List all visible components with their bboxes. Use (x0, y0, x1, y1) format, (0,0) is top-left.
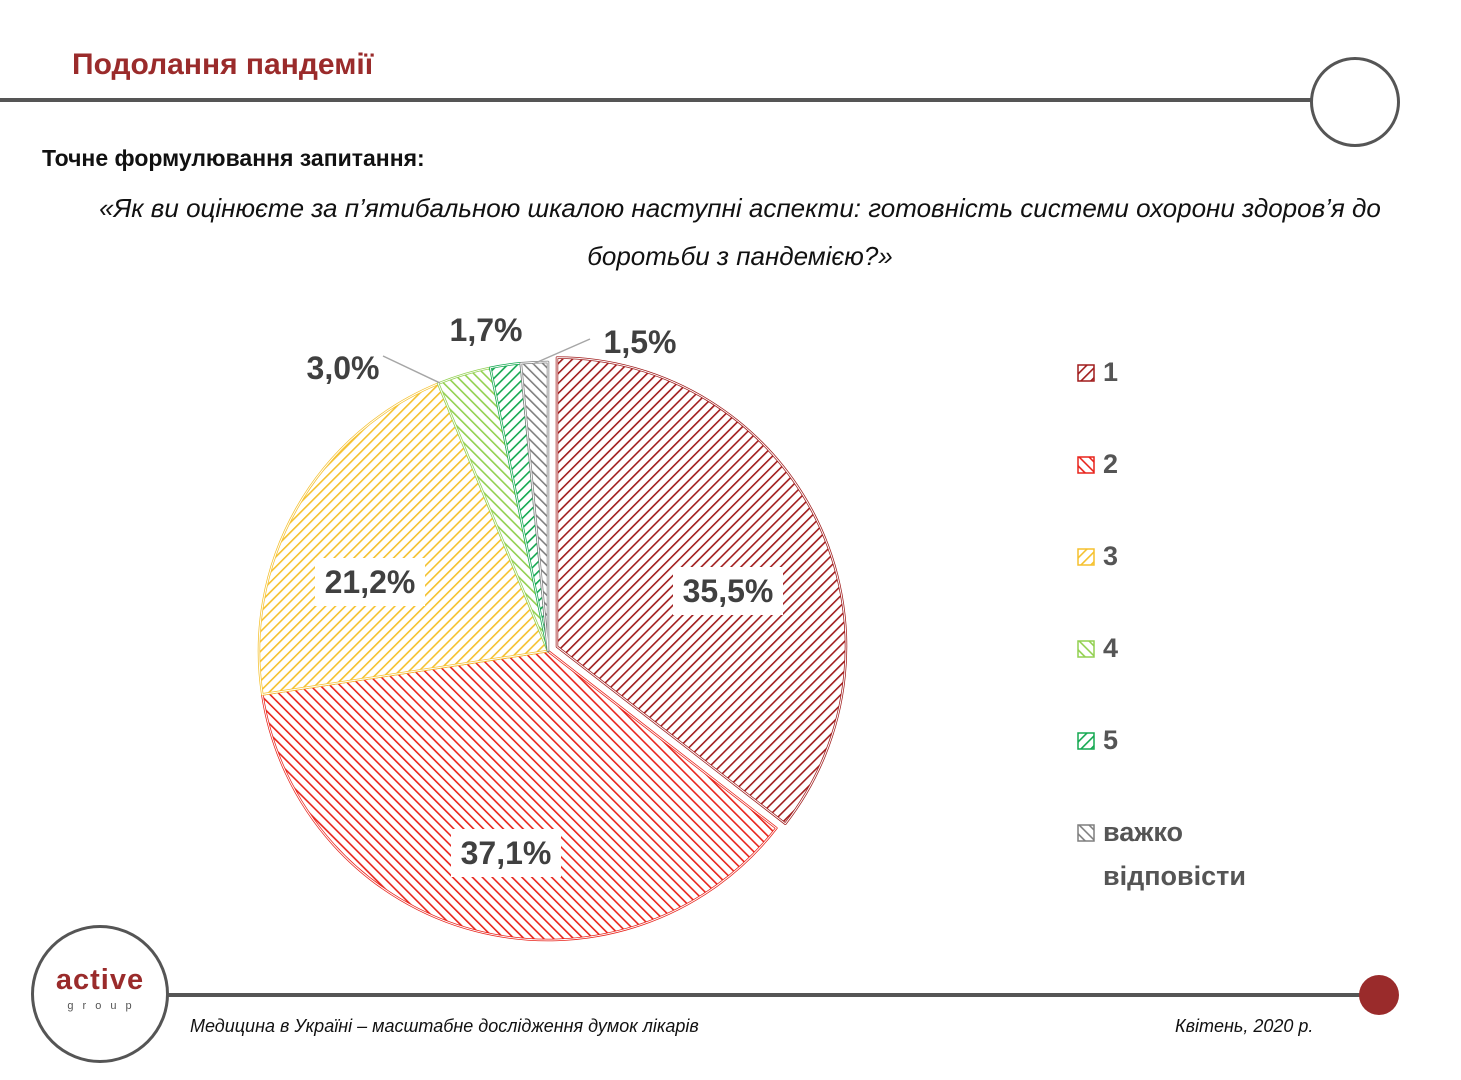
data-label-1: 35,5% (683, 573, 774, 609)
question-text: «Як ви оцінюєте за п’ятибальною шкалою н… (99, 193, 1381, 271)
data-label-5: 1,7% (450, 312, 523, 348)
footer-study-title: Медицина в Україні – масштабне досліджен… (190, 1016, 699, 1036)
data-label-group-1: 35,5% (673, 567, 783, 615)
legend-swatch-4 (1077, 640, 1095, 658)
pie-slice-edge-3 (258, 382, 549, 695)
footer-date: Квітень, 2020 р. (1175, 1016, 1314, 1036)
footer-dot-decoration (1359, 975, 1399, 1015)
legend-item-1: 1 (1077, 357, 1118, 394)
data-label-3: 21,2% (325, 564, 416, 600)
pie-slice-edge-1 (556, 357, 847, 825)
legend-label-2: 2 (1103, 449, 1119, 479)
pie-slice-edge-2 (261, 650, 778, 941)
legend-swatch-1 (1077, 364, 1095, 382)
legend-label-5: 5 (1103, 725, 1119, 755)
legend-label-3: 3 (1103, 541, 1119, 571)
data-label-background-3 (315, 558, 425, 606)
data-label-4: 3,0% (307, 350, 380, 386)
legend-item-2: 2 (1077, 449, 1118, 486)
header-circle-decoration (1310, 57, 1400, 147)
legend-item-4: 4 (1077, 633, 1118, 670)
data-label-2: 37,1% (461, 835, 552, 871)
leader-line-hard-to-answer (532, 338, 591, 365)
legend-item-3: 3 (1077, 541, 1118, 578)
question-heading: Точне формулювання запитання: (42, 145, 425, 171)
legend-swatch-hard-to-answer (1077, 824, 1095, 842)
data-label-background-1 (673, 567, 783, 615)
data-label-background-2 (451, 829, 561, 877)
legend-swatch-2 (1077, 456, 1095, 474)
legend-swatch-3 (1077, 548, 1095, 566)
legend-label-hard-to-answer: важко відповісти (1103, 817, 1246, 891)
legend-item-5: 5 (1077, 725, 1118, 762)
legend-item-hard-to-answer: важко відповісти (1077, 817, 1283, 898)
legend-swatch-5 (1077, 732, 1095, 750)
legend-label-1: 1 (1103, 357, 1119, 387)
data-label-group-2: 37,1% (451, 829, 561, 877)
header-divider (0, 98, 1312, 102)
logo-sub-text: group (67, 1000, 141, 1012)
logo-main-text: active (55, 964, 145, 996)
pie-slice-edge-hard-to-answer (520, 361, 549, 652)
data-label-hard-to-answer: 1,5% (604, 324, 677, 360)
legend-label-4: 4 (1103, 633, 1119, 663)
leader-line-4 (382, 355, 441, 384)
page-title: Подолання пандемії (72, 48, 374, 81)
footer-divider (165, 993, 1365, 997)
company-logo: active group (31, 925, 169, 1063)
data-label-group-3: 21,2% (315, 558, 425, 606)
